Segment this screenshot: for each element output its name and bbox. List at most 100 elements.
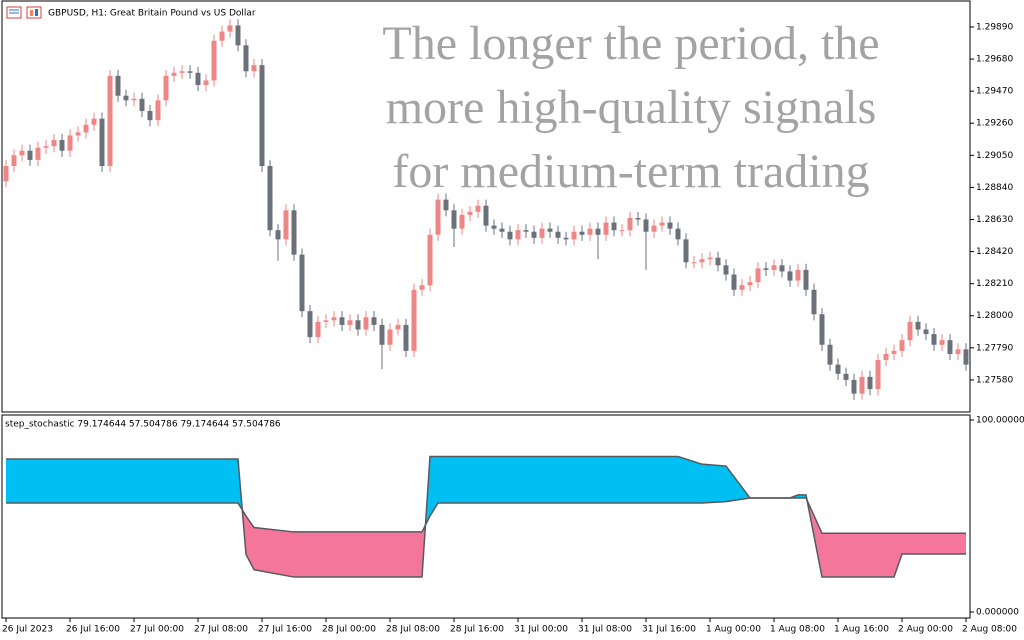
candle-body [339,317,345,325]
candle-body [179,71,185,73]
y-tick-label: 1.29890 [976,22,1013,32]
candle-body [491,225,497,229]
candle-body [667,222,673,229]
x-tick-label: 27 Jul 08:00 [194,625,248,635]
candle-body [355,320,361,330]
candle-body [251,65,257,72]
y-tick-label: 1.29050 [976,151,1013,161]
candle-body [747,282,753,286]
candle-body [227,25,233,32]
candle-body [139,98,145,112]
x-tick-label: 26 Jul 2023 [2,625,53,635]
icon-bar [35,9,38,16]
band-fill [678,456,702,503]
candle-body [563,237,569,240]
symbol-icons[interactable] [6,6,42,19]
candle-body [195,72,201,86]
candle-body [131,98,137,101]
candle-body [483,205,489,226]
band-fill [798,494,806,498]
candle-body [219,31,225,41]
y-tick-label: 1.27790 [976,343,1013,353]
candle-body [67,135,73,151]
overlay-text: for medium-term trading [392,145,869,198]
candle-body [643,219,649,232]
y-tick-label: 1.28420 [976,247,1013,257]
band-fill [430,456,438,516]
candle-body [467,211,473,215]
candle-body [299,254,305,312]
x-tick-label: 28 Jul 16:00 [450,625,504,635]
icon[interactable] [26,6,42,19]
candle-body [699,259,705,263]
candle-body [939,340,945,345]
candle-body [947,340,953,354]
candle-body [891,350,897,354]
candle-body [459,214,465,229]
candle-body [555,231,561,238]
band-fill [438,456,678,503]
candle-body [755,268,761,283]
chart-title: GBPUSD, H1: Great Britain Pound vs US Do… [48,9,256,19]
candle-body [915,321,921,330]
candle-body [875,360,881,390]
candle-body [899,340,905,351]
candle-body [411,289,417,351]
x-tick-label: 1 Aug 16:00 [834,625,889,635]
candle-body [243,45,249,72]
candle-body [955,349,961,354]
candle-body [507,231,513,240]
candle-body [59,140,65,151]
candle-body [203,80,209,86]
candle-body [771,265,777,270]
candle-body [451,210,457,229]
candle-body [859,376,865,394]
candle-body [907,321,913,341]
candle-body [171,72,177,76]
candle-body [931,334,937,345]
candle-body [595,228,601,235]
candle-body [275,230,281,240]
candle-body [883,353,889,361]
band-fill [902,533,966,555]
candle-body [539,228,545,238]
candle-body [827,344,833,365]
x-tick-label: 28 Jul 08:00 [386,625,440,635]
candle-body [603,222,609,235]
y-tick-label: 100.000000 [976,416,1024,426]
y-tick-label: 1.29680 [976,55,1013,65]
indicator-panel-frame [1,414,971,619]
candle-body [763,268,769,270]
candle-body [675,228,681,240]
candle-body [779,265,785,272]
candle-body [267,166,273,231]
overlay-text: more high-quality signals [386,81,877,134]
y-tick-label: 1.28210 [976,279,1013,289]
band-fill [254,527,294,578]
candle-body [3,166,9,182]
candle-body [651,225,657,232]
candle-body [19,150,25,156]
candle-body [387,329,393,345]
band-fill [894,533,902,578]
candle-body [611,222,617,231]
x-tick-label: 28 Jul 00:00 [322,625,376,635]
indicator-line [6,455,966,578]
icon-bar [30,10,33,16]
candle-body [787,271,793,281]
candle-body [715,257,721,266]
candle-body [499,228,505,232]
candle-body [403,324,409,351]
candle-body [123,95,129,101]
band-fill [702,464,726,503]
candle-body [35,147,41,160]
candle-body [723,265,729,275]
candle-body [571,231,577,240]
candle-body [51,140,57,147]
candle-body [395,324,401,330]
candle-body [83,124,89,133]
candle-body [155,100,161,121]
candle-body [475,205,481,212]
candle-body [531,231,537,238]
